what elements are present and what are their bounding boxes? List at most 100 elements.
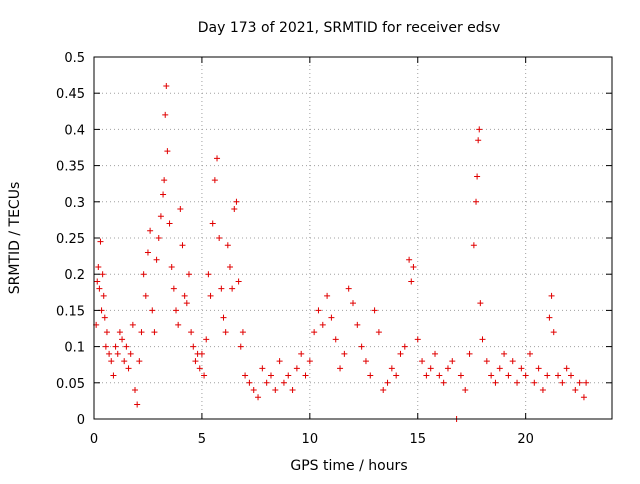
data-point-marker [462,387,469,394]
data-point-marker [466,350,473,357]
data-point-marker [371,307,378,314]
data-point-marker [539,387,546,394]
y-tick-label: 0.15 [56,304,85,319]
data-point-marker [580,394,587,401]
data-point-marker [302,372,309,379]
data-point-marker [207,292,214,299]
data-point-marker [132,387,139,394]
data-point-marker [102,343,109,350]
data-point-marker [328,314,335,321]
data-point-marker [96,285,103,292]
data-point-marker [563,365,570,372]
data-point-marker [483,358,490,365]
data-point-marker [123,343,130,350]
y-axis-label: SRMTID / TECUs [7,182,23,295]
data-point-marker [384,379,391,386]
data-point-marker [475,137,482,144]
data-point-marker [119,336,126,343]
data-point-marker [231,206,238,213]
data-point-marker [397,350,404,357]
data-point-marker [380,387,387,394]
data-point-marker [367,372,374,379]
data-point-marker [526,350,533,357]
data-point-marker [272,387,279,394]
data-point-marker [129,321,136,328]
data-point-marker [211,177,218,184]
x-tick-label: 10 [302,432,319,447]
data-point-marker [559,379,566,386]
data-point-marker [173,307,180,314]
y-tick-label: 0 [77,413,85,428]
data-point-marker [509,358,516,365]
data-point-marker [427,365,434,372]
data-point-marker [149,307,156,314]
data-point-marker [259,365,266,372]
data-point-marker [121,358,128,365]
data-point-marker [116,329,123,336]
data-point-marker [546,314,553,321]
data-point-marker [414,336,421,343]
data-point-marker [161,177,168,184]
x-tick-label: 20 [517,432,534,447]
data-point-marker [222,329,229,336]
data-point-marker [555,372,562,379]
y-tick-label: 0.25 [56,232,85,247]
y-tick-label: 0.5 [64,51,85,66]
data-point-marker [440,379,447,386]
data-point-marker [183,300,190,307]
data-point-marker [505,372,512,379]
data-point-marker [201,372,208,379]
data-point-marker [350,300,356,307]
data-point-marker [410,263,417,270]
data-point-marker [522,372,529,379]
data-point-marker [214,155,221,162]
data-point-marker [136,358,143,365]
data-point-marker [163,82,170,89]
data-point-marker [205,271,212,278]
data-point-marker [229,285,236,292]
data-point-marker [95,263,102,270]
data-point-marker [488,372,495,379]
data-point-marker [432,350,439,357]
y-tick-label: 0.2 [64,268,85,283]
x-tick-label: 0 [90,432,98,447]
y-tick-label: 0.45 [56,87,85,102]
data-point-marker [168,263,175,270]
data-point-marker [216,235,223,241]
data-point-marker [473,198,480,205]
data-point-marker [255,394,262,401]
data-point-marker [106,350,113,357]
data-point-marker [188,329,195,336]
data-point-marker [190,343,197,350]
data-point-marker [175,321,182,328]
data-point-marker [218,285,225,292]
data-point-marker [198,350,205,357]
data-point-marker [155,235,162,241]
data-point-marker [401,343,408,350]
data-point-marker [535,365,542,372]
data-point-marker [298,350,305,357]
data-point-marker [170,285,177,292]
y-axis-ticks: 0 0.05 0.1 0.15 0.2 0.25 0.3 0.35 0.4 0.45 0.5 [56,51,612,428]
data-point-marker [550,329,557,336]
data-point-marker [224,242,231,249]
y-tick-label: 0.1 [64,341,85,356]
x-axis-label: GPS time / hours [290,458,407,474]
data-point-marker [134,401,141,408]
x-axis-ticks: 0 5 10 15 20 [90,57,534,447]
data-point-marker [315,307,322,314]
data-point-marker [319,321,326,328]
data-point-marker [151,329,158,336]
data-point-marker [162,111,169,118]
data-point-marker [583,379,590,386]
data-point-marker [99,271,106,278]
data-point-marker [140,271,147,278]
data-point-marker [341,350,348,357]
data-point-marker [293,365,300,372]
data-point-marker [144,249,151,256]
data-point-marker [179,242,186,249]
data-point-marker [153,256,160,263]
data-point-marker [444,365,451,372]
data-point-marker [345,285,352,292]
data-point-marker [263,379,270,386]
